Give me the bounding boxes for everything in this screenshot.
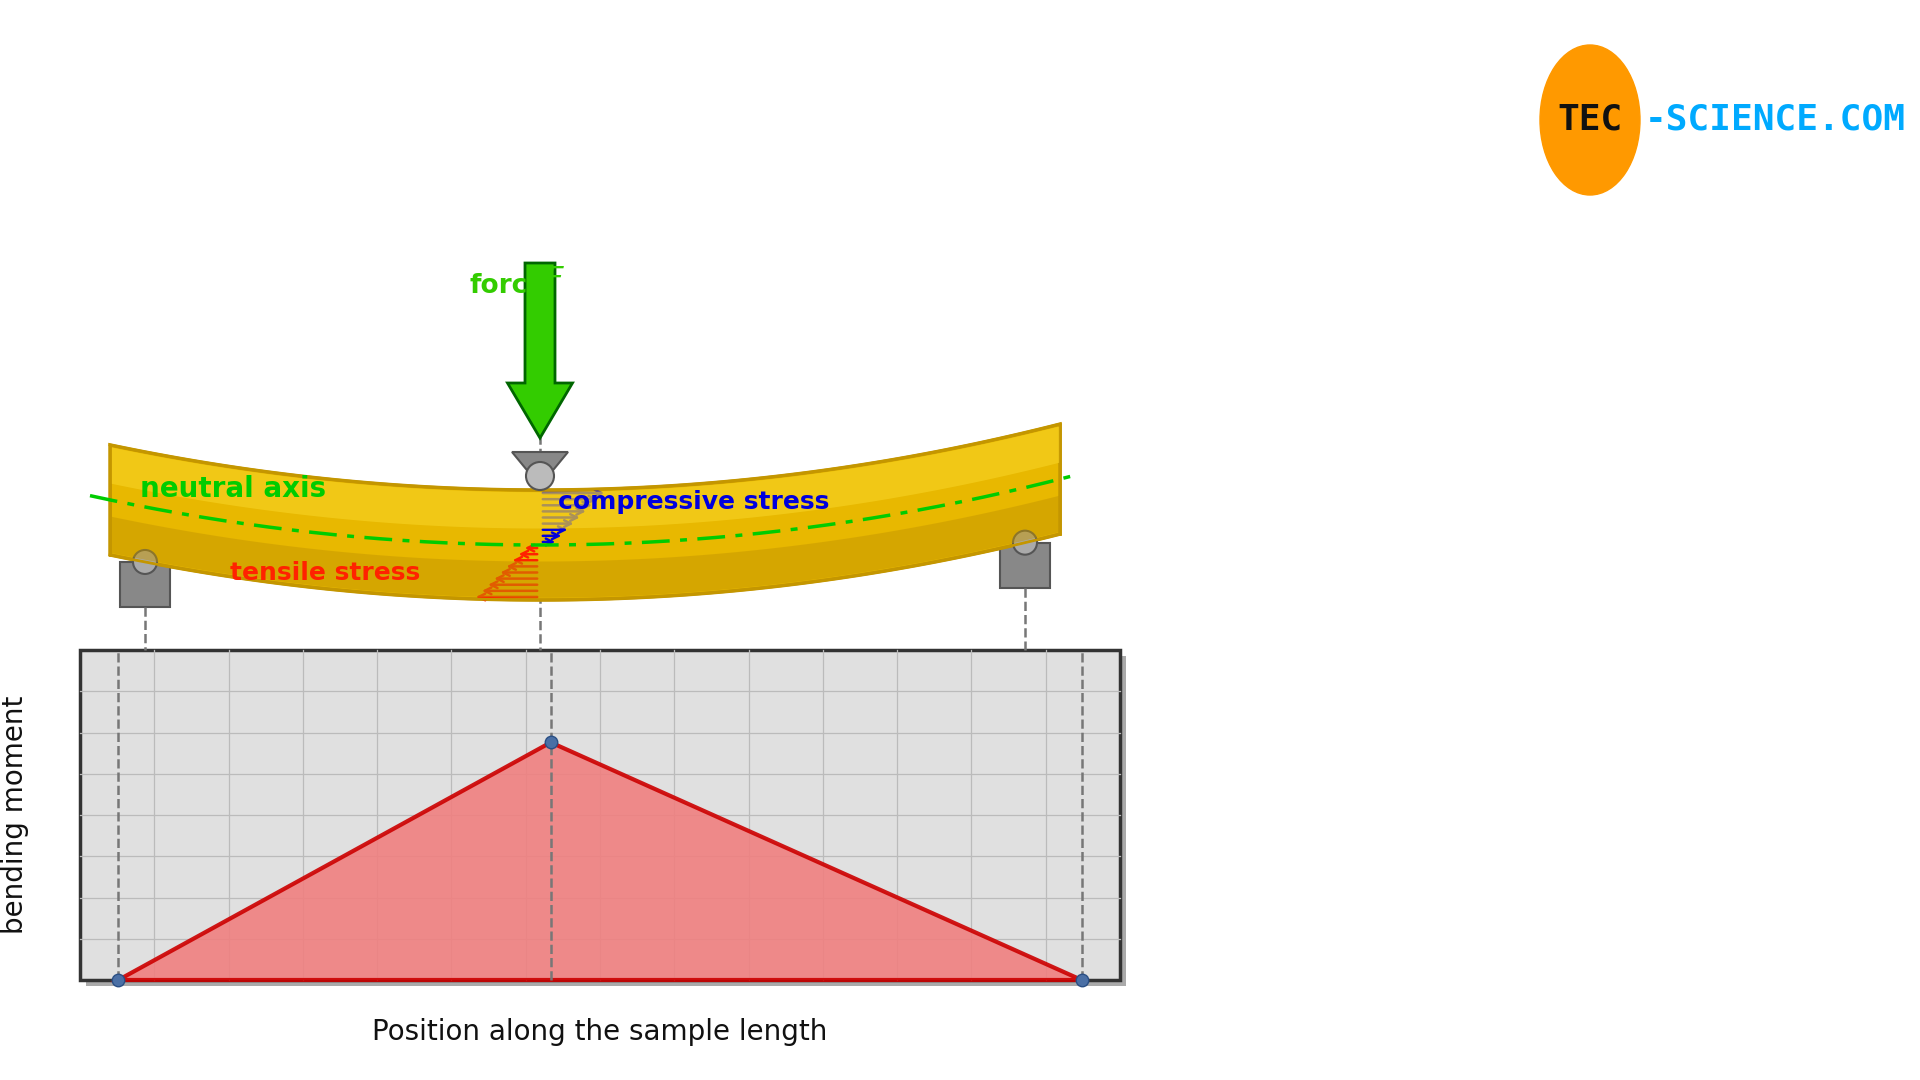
Text: tensile stress: tensile stress bbox=[230, 562, 420, 585]
FancyArrow shape bbox=[507, 264, 572, 438]
Ellipse shape bbox=[1540, 45, 1640, 195]
Polygon shape bbox=[109, 496, 1060, 598]
Circle shape bbox=[1014, 530, 1037, 555]
Polygon shape bbox=[513, 453, 568, 486]
Text: force: force bbox=[470, 273, 545, 299]
Text: TEC: TEC bbox=[1557, 103, 1622, 137]
Bar bbox=[119, 562, 171, 607]
Polygon shape bbox=[109, 424, 1060, 600]
Text: bending moment: bending moment bbox=[2, 696, 29, 934]
Bar bbox=[86, 656, 1125, 986]
Circle shape bbox=[526, 462, 555, 490]
Bar bbox=[1000, 542, 1050, 588]
Polygon shape bbox=[119, 742, 1081, 980]
Bar bbox=[81, 650, 1119, 980]
Text: compressive stress: compressive stress bbox=[559, 490, 829, 514]
Text: -SCIENCE.COM: -SCIENCE.COM bbox=[1645, 103, 1907, 137]
Circle shape bbox=[132, 550, 157, 573]
Text: neutral axis: neutral axis bbox=[140, 475, 326, 503]
Text: Position along the sample length: Position along the sample length bbox=[372, 1018, 828, 1047]
Text: $\it{F}$: $\it{F}$ bbox=[545, 265, 564, 294]
Polygon shape bbox=[109, 427, 1060, 528]
